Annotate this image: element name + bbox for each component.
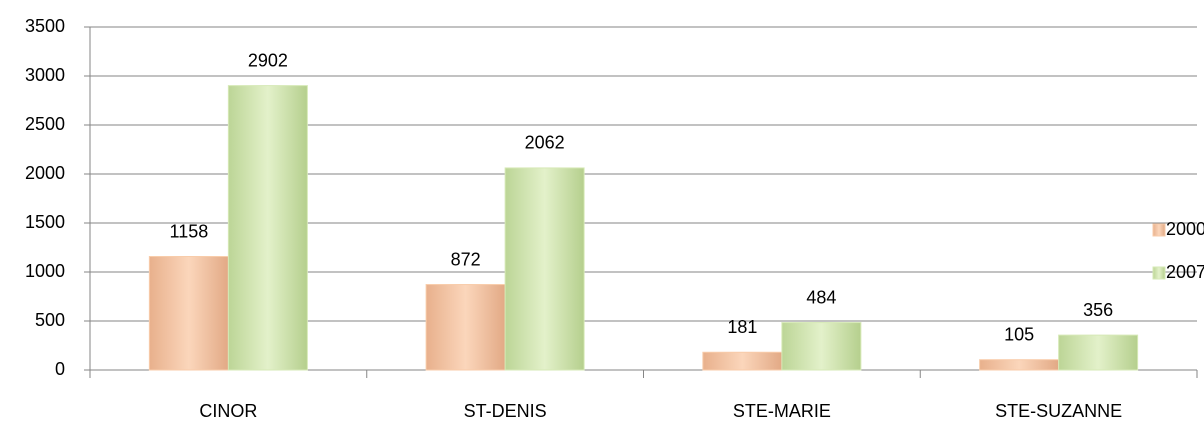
y-tick-label: 3000 [25,65,65,85]
bar [979,359,1060,371]
y-tick-label: 0 [55,359,65,379]
bar [425,284,506,371]
data-label: 2062 [525,133,565,153]
data-label: 872 [451,249,481,269]
data-label: 2902 [248,50,288,70]
y-tick-label: 2500 [25,114,65,134]
legend-swatch [1152,223,1166,237]
data-label: 181 [727,317,757,337]
bar [781,322,862,371]
bar [504,167,585,371]
x-tick-label: CINOR [199,401,257,421]
x-tick-label: ST-DENIS [464,401,547,421]
bar [702,351,783,371]
bar [227,85,308,371]
x-tick-label: STE-MARIE [733,401,831,421]
bar [148,256,229,371]
bar [1058,334,1139,371]
y-tick-label: 1000 [25,261,65,281]
y-tick-label: 1500 [25,212,65,232]
y-tick-label: 3500 [25,16,65,36]
y-tick-label: 2000 [25,163,65,183]
data-label: 1158 [170,221,209,241]
x-tick-label: STE-SUZANNE [995,401,1122,421]
legend-label: 2000 [1166,219,1204,239]
data-label: 484 [806,287,836,307]
legend-swatch [1152,266,1166,280]
data-label: 356 [1083,300,1113,320]
data-label: 105 [1004,324,1034,344]
legend-label: 2007 [1166,262,1204,282]
y-tick-label: 500 [35,310,65,330]
